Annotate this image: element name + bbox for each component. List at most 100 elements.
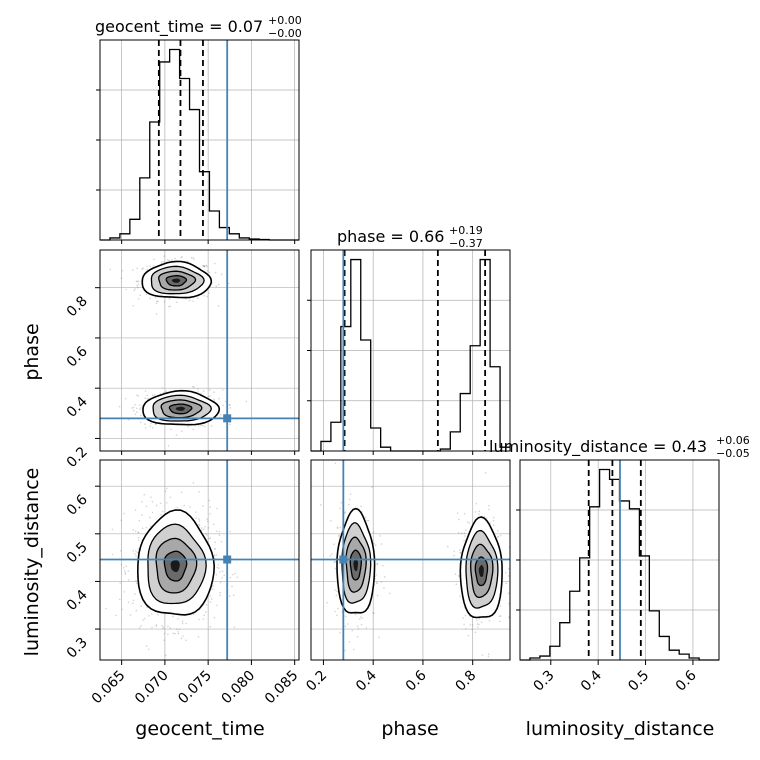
scatter-point — [463, 512, 466, 515]
scatter-point — [177, 632, 180, 635]
scatter-point — [124, 573, 127, 575]
scatter-point — [347, 623, 349, 625]
scatter-point — [176, 506, 179, 509]
scatter-point — [203, 294, 205, 297]
panel-hist-luminosity_distance — [519, 459, 720, 661]
xlabel-geocent_time: geocent_time — [135, 718, 264, 740]
panel-frame — [99, 459, 300, 661]
scatter-point — [187, 260, 189, 263]
scatter-point — [498, 615, 501, 618]
scatter-point — [351, 629, 354, 632]
scatter-point — [111, 553, 114, 556]
scatter-point — [127, 579, 130, 581]
scatter-point — [348, 503, 350, 506]
tick-label-y: 0.4 — [64, 587, 91, 614]
scatter-point — [356, 635, 359, 638]
scatter-point — [478, 623, 480, 626]
scatter-point — [105, 607, 107, 610]
scatter-point — [209, 537, 212, 539]
title-sub: −0.05 — [716, 447, 750, 460]
density-contour — [353, 558, 358, 571]
scatter-point — [161, 510, 164, 513]
scatter-point — [171, 615, 174, 618]
scatter-point — [210, 598, 213, 600]
scatter-point — [149, 265, 152, 267]
scatter-point — [202, 424, 204, 427]
scatter-point — [141, 268, 143, 270]
scatter-point — [159, 502, 162, 505]
scatter-point — [195, 517, 198, 519]
scatter-point — [348, 498, 351, 501]
scatter-point — [372, 611, 375, 614]
scatter-point — [364, 516, 367, 519]
scatter-point — [382, 564, 384, 567]
scatter-point — [336, 614, 338, 617]
scatter-point — [492, 519, 495, 522]
scatter-point — [227, 282, 230, 285]
scatter-point — [205, 264, 208, 267]
scatter-point — [123, 569, 126, 572]
scatter-point — [375, 574, 378, 576]
scatter-point — [151, 511, 154, 514]
scatter-point — [497, 530, 499, 532]
scatter-point — [215, 573, 218, 576]
tick-label-x: 0.5 — [625, 668, 652, 695]
scatter-point — [210, 425, 213, 427]
tick-label-x: 0.2 — [303, 668, 330, 695]
scatter-point — [161, 387, 164, 389]
scatter-point — [181, 430, 183, 432]
scatter-point — [170, 428, 172, 431]
scatter-point — [144, 423, 146, 425]
scatter-point — [339, 631, 342, 634]
scatter-point — [134, 404, 136, 406]
scatter-point — [357, 627, 360, 630]
panel-hist-geocent_time — [99, 39, 300, 241]
scatter-point — [478, 513, 480, 516]
scatter-point — [134, 593, 136, 595]
scatter-point — [371, 486, 373, 488]
scatter-point — [208, 499, 211, 502]
scatter-point — [147, 397, 150, 400]
scatter-point — [338, 534, 340, 537]
scatter-point — [192, 385, 194, 388]
panel-content — [311, 460, 510, 660]
scatter-point — [134, 509, 137, 511]
scatter-point — [163, 639, 166, 642]
scatter-point — [202, 265, 205, 267]
scatter-point — [164, 654, 167, 656]
tick-label-x: 0.8 — [452, 668, 479, 695]
scatter-point — [193, 258, 195, 260]
scatter-point — [339, 526, 342, 529]
scatter-point — [161, 624, 163, 627]
scatter-point — [216, 604, 218, 607]
scatter-point — [218, 530, 221, 533]
scatter-point — [150, 613, 153, 615]
scatter-point — [153, 258, 155, 261]
scatter-point — [132, 602, 134, 605]
scatter-point — [118, 598, 121, 601]
scatter-point — [217, 305, 220, 307]
scatter-point — [169, 627, 172, 629]
scatter-point — [344, 625, 347, 628]
scatter-point — [136, 267, 138, 270]
scatter-point — [166, 259, 169, 261]
scatter-point — [360, 505, 362, 508]
scatter-point — [206, 265, 208, 268]
scatter-point — [453, 554, 455, 557]
scatter-point — [202, 390, 205, 392]
title-sup: +0.06 — [716, 434, 750, 447]
scatter-point — [167, 445, 170, 447]
scatter-point — [154, 296, 157, 299]
scatter-point — [207, 527, 210, 529]
scatter-point — [143, 617, 146, 620]
scatter-point — [338, 535, 340, 538]
panel-hist-phase — [310, 249, 511, 452]
scatter-point — [132, 406, 135, 409]
scatter-point — [150, 496, 152, 498]
scatter-point — [216, 566, 219, 569]
tick-label-y: 0.8 — [64, 293, 91, 320]
scatter-point — [134, 288, 136, 290]
scatter-point — [229, 530, 231, 533]
scatter-point — [136, 582, 138, 585]
scatter-point — [228, 595, 231, 598]
